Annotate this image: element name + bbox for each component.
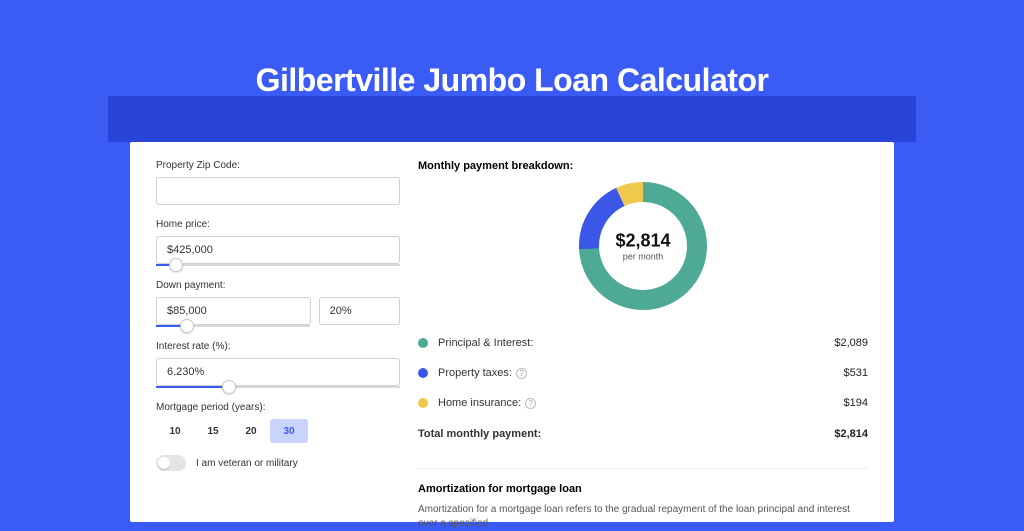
veteran-label: I am veteran or military [196, 458, 298, 469]
value-principal_interest: $2,089 [834, 337, 868, 349]
value-home_insurance: $194 [844, 397, 868, 409]
down-payment-slider[interactable] [156, 325, 310, 327]
page-title: Gilbertville Jumbo Loan Calculator [0, 62, 1024, 99]
dot-principal_interest [418, 338, 428, 348]
donut-chart-wrap: $2,814 per month [418, 182, 868, 310]
period-btn-30[interactable]: 30 [270, 419, 308, 443]
line-item-home_insurance: Home insurance:?$194 [418, 388, 868, 418]
line-item-principal_interest: Principal & Interest:$2,089 [418, 328, 868, 358]
total-row: Total monthly payment: $2,814 [418, 418, 868, 448]
veteran-row: I am veteran or military [156, 455, 400, 471]
down-payment-slider-thumb[interactable] [180, 319, 194, 333]
interest-rate-slider-fill [156, 386, 229, 388]
zip-input[interactable] [156, 177, 400, 205]
calculator-card: Property Zip Code: Home price: Down paym… [130, 142, 894, 522]
label-down-payment: Down payment: [156, 280, 400, 291]
label-property_taxes: Property taxes:? [438, 367, 844, 379]
interest-rate-slider-thumb[interactable] [222, 380, 236, 394]
period-btn-10[interactable]: 10 [156, 419, 194, 443]
field-interest-rate: Interest rate (%): [156, 341, 400, 388]
value-property_taxes: $531 [844, 367, 868, 379]
down-payment-pct-input[interactable] [319, 297, 400, 325]
breakdown-title: Monthly payment breakdown: [418, 160, 868, 172]
breakdown-column: Monthly payment breakdown: $2,814 per mo… [400, 160, 868, 522]
donut-center: $2,814 per month [615, 231, 670, 262]
field-down-payment: Down payment: [156, 280, 400, 327]
info-icon-home_insurance[interactable]: ? [525, 398, 536, 409]
total-label: Total monthly payment: [418, 428, 834, 440]
field-mortgage-period: Mortgage period (years): 10152030 [156, 402, 400, 443]
label-interest-rate: Interest rate (%): [156, 341, 400, 352]
period-btn-15[interactable]: 15 [194, 419, 232, 443]
dot-property_taxes [418, 368, 428, 378]
field-zip: Property Zip Code: [156, 160, 400, 205]
mortgage-period-group: 10152030 [156, 419, 400, 443]
line-items: Principal & Interest:$2,089Property taxe… [418, 328, 868, 418]
down-payment-amount-input[interactable] [156, 297, 311, 325]
label-mortgage-period: Mortgage period (years): [156, 402, 400, 413]
interest-rate-input[interactable] [156, 358, 400, 386]
label-principal_interest: Principal & Interest: [438, 337, 834, 349]
veteran-toggle-knob [158, 457, 170, 469]
home-price-input[interactable] [156, 236, 400, 264]
amortization-title: Amortization for mortgage loan [418, 483, 868, 495]
label-zip: Property Zip Code: [156, 160, 400, 171]
field-home-price: Home price: [156, 219, 400, 266]
donut-chart: $2,814 per month [579, 182, 707, 310]
info-icon-property_taxes[interactable]: ? [516, 368, 527, 379]
label-home-price: Home price: [156, 219, 400, 230]
total-value: $2,814 [834, 428, 868, 440]
period-btn-20[interactable]: 20 [232, 419, 270, 443]
veteran-toggle[interactable] [156, 455, 186, 471]
amortization-section: Amortization for mortgage loan Amortizat… [418, 468, 868, 531]
dot-home_insurance [418, 398, 428, 408]
line-item-property_taxes: Property taxes:?$531 [418, 358, 868, 388]
home-price-slider[interactable] [156, 264, 400, 266]
inputs-column: Property Zip Code: Home price: Down paym… [156, 160, 400, 522]
donut-sub: per month [615, 252, 670, 262]
home-price-slider-thumb[interactable] [169, 258, 183, 272]
amortization-text: Amortization for a mortgage loan refers … [418, 503, 868, 531]
header-bar [108, 96, 916, 142]
interest-rate-slider[interactable] [156, 386, 400, 388]
label-home_insurance: Home insurance:? [438, 397, 844, 409]
donut-amount: $2,814 [615, 231, 670, 252]
